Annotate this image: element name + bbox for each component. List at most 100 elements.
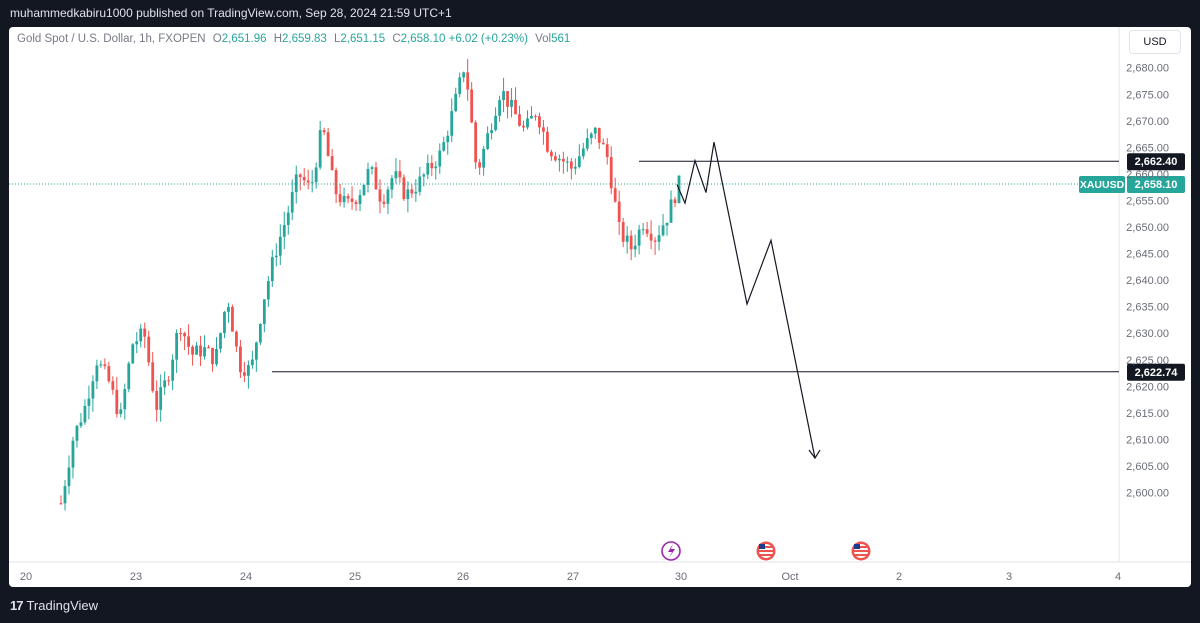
- candle: [179, 332, 183, 334]
- candle: [298, 174, 302, 178]
- candle: [135, 341, 139, 345]
- candle: [59, 503, 63, 505]
- candle: [79, 422, 83, 426]
- candle: [322, 130, 326, 133]
- candle: [442, 142, 446, 151]
- x-tick-label: 30: [675, 571, 687, 583]
- candle: [474, 122, 478, 163]
- candle: [466, 72, 470, 90]
- candle: [119, 409, 123, 415]
- current-price-tag: [1127, 176, 1185, 194]
- candle: [151, 362, 155, 391]
- price-chart[interactable]: 2,662.40 2,622.74 2,658.10 XAUUSD 2,600.00 2…: [9, 27, 1191, 587]
- tradingview-logo[interactable]: 17 TradingView: [10, 598, 98, 613]
- candle: [63, 486, 67, 504]
- us-flag-event-icon[interactable]: [851, 541, 871, 561]
- candle: [71, 440, 75, 468]
- low-value: 2,651.15: [340, 33, 386, 45]
- candle: [318, 130, 322, 168]
- candle: [422, 174, 426, 177]
- y-tick-label: 2,680.00: [1126, 63, 1169, 75]
- volume-label: Vol: [535, 33, 552, 45]
- x-tick-label: 26: [457, 571, 469, 583]
- us-flag-event-icon[interactable]: [756, 541, 776, 561]
- candle: [530, 115, 533, 119]
- candle: [398, 171, 402, 178]
- candle: [486, 133, 490, 149]
- candle: [430, 162, 434, 169]
- candle: [410, 189, 414, 194]
- candle: [490, 130, 494, 134]
- candle: [478, 162, 482, 168]
- y-tick-label: 2,665.00: [1126, 142, 1169, 154]
- candle: [191, 346, 194, 355]
- candle: [577, 156, 581, 167]
- brand-name: TradingView: [26, 598, 99, 613]
- candle: [645, 229, 649, 234]
- candle: [338, 194, 342, 203]
- candle: [199, 345, 202, 357]
- candle: [510, 99, 513, 107]
- candle: [171, 359, 175, 381]
- candle: [581, 148, 585, 157]
- candle: [378, 189, 382, 202]
- candle: [458, 77, 462, 94]
- candle: [294, 174, 298, 193]
- x-tick-label: Oct: [781, 571, 798, 583]
- open-label: O: [212, 33, 222, 45]
- candle: [270, 257, 274, 282]
- candle: [454, 93, 458, 112]
- candle: [246, 365, 250, 376]
- arrow-head-icon: [808, 449, 821, 460]
- candle: [506, 91, 509, 107]
- publish-info: muhammedkabiru1000 published on TradingV…: [10, 6, 452, 20]
- close-label: C: [392, 33, 401, 45]
- open-value: 2,651.96: [221, 33, 267, 45]
- candle: [609, 157, 613, 189]
- candle: [534, 115, 537, 117]
- candle: [402, 177, 406, 200]
- candle: [215, 348, 218, 365]
- candle: [131, 344, 135, 364]
- candle: [605, 144, 609, 158]
- y-tick-label: 2,635.00: [1126, 302, 1169, 314]
- candle: [334, 170, 338, 195]
- candle: [278, 236, 282, 256]
- symbol-legend: Gold Spot / U.S. Dollar, 1h, FXOPEN O2,6…: [17, 33, 570, 45]
- projection-path[interactable]: [676, 141, 816, 459]
- candle: [613, 188, 617, 202]
- candle: [434, 166, 438, 169]
- candle: [167, 380, 171, 382]
- candle: [565, 161, 569, 163]
- candle: [394, 171, 398, 179]
- y-tick-label: 2,600.00: [1126, 488, 1169, 500]
- y-tick-label: 2,645.00: [1126, 249, 1169, 261]
- currency-button[interactable]: USD: [1129, 30, 1181, 54]
- candle: [374, 167, 378, 190]
- candle: [258, 324, 262, 343]
- candle: [482, 148, 486, 168]
- flash-event-icon[interactable]: [661, 541, 681, 561]
- candle: [103, 364, 107, 367]
- candle: [163, 380, 167, 388]
- candle: [262, 299, 266, 325]
- candle: [498, 100, 501, 116]
- candle: [597, 127, 601, 143]
- y-tick-label: 2,610.00: [1126, 434, 1169, 446]
- candle: [203, 347, 206, 357]
- x-tick-label: 20: [20, 571, 32, 583]
- candle: [653, 240, 657, 242]
- candle: [342, 195, 346, 203]
- candle: [637, 229, 641, 246]
- x-tick-label: 23: [130, 571, 142, 583]
- change-value: +6.02 (+0.23%): [448, 33, 528, 45]
- candle: [310, 182, 314, 184]
- candle: [350, 198, 354, 203]
- candle: [589, 133, 593, 139]
- candle: [155, 390, 159, 410]
- candle: [641, 229, 645, 231]
- y-tick-label: 2,605.00: [1126, 461, 1169, 473]
- candle: [127, 363, 131, 390]
- x-tick-label: 24: [240, 571, 252, 583]
- candle: [83, 405, 87, 423]
